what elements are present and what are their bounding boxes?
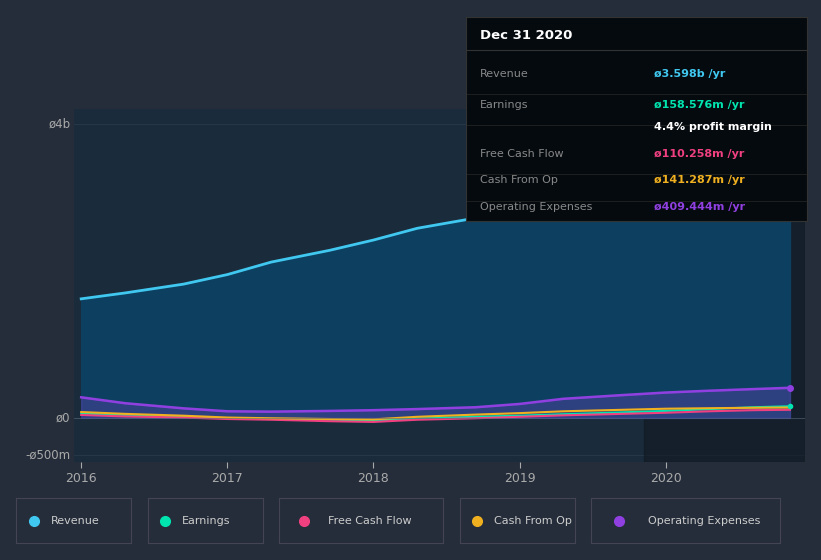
Text: Operating Expenses: Operating Expenses (480, 202, 592, 212)
Text: -ø500m: -ø500m (25, 448, 71, 461)
Bar (644, 109, 805, 462)
Text: ø4b: ø4b (48, 118, 71, 130)
Text: Earnings: Earnings (480, 100, 529, 110)
Text: Revenue: Revenue (51, 516, 99, 526)
Text: Free Cash Flow: Free Cash Flow (328, 516, 412, 526)
Text: Operating Expenses: Operating Expenses (648, 516, 760, 526)
Text: Revenue: Revenue (480, 69, 529, 79)
Text: ø110.258m /yr: ø110.258m /yr (654, 149, 744, 158)
Text: Free Cash Flow: Free Cash Flow (480, 149, 563, 158)
Text: Cash From Op: Cash From Op (480, 175, 557, 185)
Text: Dec 31 2020: Dec 31 2020 (480, 29, 572, 41)
Text: ø0: ø0 (56, 412, 71, 424)
Text: ø158.576m /yr: ø158.576m /yr (654, 100, 744, 110)
Text: 4.4% profit margin: 4.4% profit margin (654, 122, 772, 132)
Text: ø3.598b /yr: ø3.598b /yr (654, 69, 725, 79)
Text: ø409.444m /yr: ø409.444m /yr (654, 202, 745, 212)
Text: Cash From Op: Cash From Op (494, 516, 572, 526)
Text: ø141.287m /yr: ø141.287m /yr (654, 175, 745, 185)
Text: Earnings: Earnings (182, 516, 231, 526)
Bar (466, 17, 807, 49)
